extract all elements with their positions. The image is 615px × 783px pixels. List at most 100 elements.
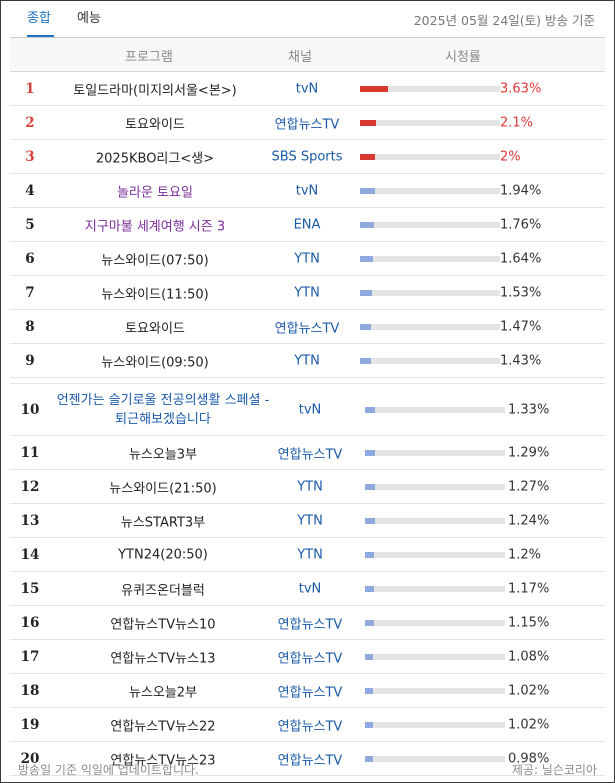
program-title-link[interactable]: YTN24(20:50) bbox=[118, 547, 208, 562]
rank-number: 1 bbox=[25, 80, 35, 97]
program-title-link[interactable]: 뉴스와이드(11:50) bbox=[101, 287, 209, 302]
program-title-link[interactable]: 뉴스와이드(21:50) bbox=[109, 481, 217, 496]
table-row: 10 언젠가는 슬기로울 전공의생활 스페셜 - 퇴근해보겠습니다 tvN 1.33% bbox=[10, 383, 605, 436]
rating-bar bbox=[365, 585, 505, 592]
rating-bar bbox=[365, 551, 505, 558]
rating-bar bbox=[365, 653, 505, 660]
tab-entertainment[interactable]: 예능 bbox=[77, 11, 101, 26]
rating-value: 1.02% bbox=[508, 717, 550, 732]
rank-number: 19 bbox=[20, 716, 40, 733]
active-tab-indicator bbox=[27, 35, 54, 37]
program-title-link[interactable]: 2025KBO리그<생> bbox=[95, 151, 215, 166]
channel-link[interactable]: YTN bbox=[297, 479, 323, 494]
rating-bar-fill bbox=[360, 323, 372, 330]
rank-number: 12 bbox=[20, 478, 40, 495]
broadcast-date: 2025년 05월 24일(토) 방송 기준 bbox=[413, 13, 595, 28]
rating-value: 1.17% bbox=[508, 581, 550, 596]
rating-bar-fill bbox=[365, 585, 374, 592]
program-title-link[interactable]: 토일드라마(미지의서울<본>) bbox=[73, 83, 237, 98]
channel-link[interactable]: 연합뉴스TV bbox=[274, 321, 340, 336]
rating-bar-fill bbox=[360, 357, 371, 364]
table-row: 3 2025KBO리그<생> SBS Sports 2% bbox=[10, 140, 605, 174]
rating-value: 1.47% bbox=[500, 319, 542, 334]
channel-link[interactable]: 연합뉴스TV bbox=[277, 651, 343, 666]
rank-number: 8 bbox=[25, 318, 35, 335]
rank-number: 3 bbox=[25, 148, 35, 165]
channel-link[interactable]: tvN bbox=[295, 183, 319, 198]
program-title-link[interactable]: 토요와이드 bbox=[125, 321, 185, 336]
channel-link[interactable]: 연합뉴스TV bbox=[277, 447, 343, 462]
rating-bar-fill bbox=[360, 221, 374, 228]
channel-link[interactable]: ENA bbox=[293, 217, 321, 232]
program-title-link[interactable]: 연합뉴스TV뉴스13 bbox=[110, 651, 216, 666]
table-row: 14 YTN24(20:50) YTN 1.2% bbox=[10, 538, 605, 572]
rating-bar bbox=[360, 289, 500, 296]
channel-link[interactable]: YTN bbox=[297, 547, 323, 562]
tab-general[interactable]: 종합 bbox=[27, 11, 51, 26]
table-header: 프로그램 채널 시청률 bbox=[10, 38, 605, 72]
rank-number: 15 bbox=[20, 580, 40, 597]
program-title-link[interactable]: 연합뉴스TV뉴스10 bbox=[110, 617, 216, 632]
rating-bar-fill bbox=[365, 517, 375, 524]
rating-bar-fill bbox=[360, 187, 375, 194]
table-row: 18 뉴스오늘2부 연합뉴스TV 1.02% bbox=[10, 674, 605, 708]
channel-link[interactable]: tvN bbox=[298, 402, 322, 417]
channel-link[interactable]: 연합뉴스TV bbox=[274, 117, 340, 132]
program-title-link[interactable]: 연합뉴스TV뉴스22 bbox=[110, 719, 216, 734]
rating-bar-fill bbox=[365, 687, 373, 694]
table-row: 9 뉴스와이드(09:50) YTN 1.43% bbox=[10, 344, 605, 378]
program-title-link[interactable]: 뉴스와이드(07:50) bbox=[101, 253, 209, 268]
channel-link[interactable]: SBS Sports bbox=[271, 149, 343, 164]
rating-bar bbox=[365, 619, 505, 626]
rating-value: 1.24% bbox=[508, 513, 550, 528]
table-row: 1 토일드라마(미지의서울<본>) tvN 3.63% bbox=[10, 72, 605, 106]
channel-link[interactable]: 연합뉴스TV bbox=[277, 617, 343, 632]
program-title-link[interactable]: 뉴스START3부 bbox=[120, 515, 206, 530]
column-program: 프로그램 bbox=[125, 50, 173, 65]
table-row: 8 토요와이드 연합뉴스TV 1.47% bbox=[10, 310, 605, 344]
rating-value: 1.53% bbox=[500, 285, 542, 300]
table-row: 7 뉴스와이드(11:50) YTN 1.53% bbox=[10, 276, 605, 310]
rating-bar-fill bbox=[365, 449, 375, 456]
rating-bar bbox=[360, 187, 500, 194]
rating-bar-fill bbox=[365, 406, 376, 413]
rating-value: 1.2% bbox=[508, 547, 542, 562]
channel-link[interactable]: 연합뉴스TV bbox=[277, 719, 343, 734]
rating-bar-fill bbox=[365, 653, 374, 660]
program-title-link[interactable]: 지구마불 세계여행 시즌 3 bbox=[84, 219, 226, 234]
rating-value: 2.1% bbox=[500, 115, 534, 130]
channel-link[interactable]: tvN bbox=[298, 581, 322, 596]
rank-number: 9 bbox=[25, 352, 35, 369]
channel-link[interactable]: YTN bbox=[297, 513, 323, 528]
program-title-link[interactable]: 뉴스오늘3부 bbox=[128, 447, 198, 462]
program-title-link[interactable]: 뉴스오늘2부 bbox=[128, 685, 198, 700]
rank-number: 17 bbox=[20, 648, 40, 665]
rating-value: 1.64% bbox=[500, 251, 542, 266]
table-row: 20 연합뉴스TV뉴스23 연합뉴스TV 0.98% bbox=[10, 742, 605, 776]
program-title-link[interactable]: 토요와이드 bbox=[125, 117, 185, 132]
program-title-link[interactable]: 뉴스와이드(09:50) bbox=[101, 355, 209, 370]
rating-bar-fill bbox=[365, 483, 375, 490]
channel-link[interactable]: 연합뉴스TV bbox=[277, 753, 343, 768]
rating-bar-fill bbox=[365, 619, 374, 626]
rating-bar-fill bbox=[360, 85, 388, 92]
rating-bar-fill bbox=[365, 755, 373, 762]
rating-bar-fill bbox=[360, 119, 377, 126]
rating-bar-fill bbox=[360, 289, 372, 296]
table-row: 6 뉴스와이드(07:50) YTN 1.64% bbox=[10, 242, 605, 276]
program-title-link[interactable]: 언젠가는 슬기로울 전공의생활 스페셜 - 퇴근해보겠습니다 bbox=[56, 392, 270, 427]
rating-bar bbox=[360, 323, 500, 330]
program-title-link[interactable]: 놀라운 토요일 bbox=[117, 185, 193, 200]
program-title-link[interactable]: 유퀴즈온더블럭 bbox=[121, 583, 205, 598]
table-row: 4 놀라운 토요일 tvN 1.94% bbox=[10, 174, 605, 208]
rating-bar bbox=[360, 153, 500, 160]
table-row: 17 연합뉴스TV뉴스13 연합뉴스TV 1.08% bbox=[10, 640, 605, 674]
rating-bar bbox=[360, 255, 500, 262]
rating-bar-fill bbox=[365, 551, 375, 558]
channel-link[interactable]: YTN bbox=[294, 285, 320, 300]
program-title-link[interactable]: 연합뉴스TV뉴스23 bbox=[110, 753, 216, 768]
channel-link[interactable]: YTN bbox=[294, 251, 320, 266]
channel-link[interactable]: YTN bbox=[294, 353, 320, 368]
channel-link[interactable]: tvN bbox=[295, 81, 319, 96]
channel-link[interactable]: 연합뉴스TV bbox=[277, 685, 343, 700]
